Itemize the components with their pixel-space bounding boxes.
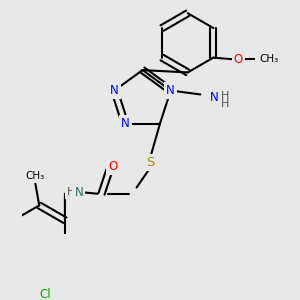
Text: N: N — [210, 91, 219, 104]
Text: N: N — [75, 186, 83, 199]
Text: CH₃: CH₃ — [26, 171, 45, 181]
Text: Cl: Cl — [40, 288, 51, 300]
Text: H: H — [221, 91, 230, 101]
Text: H: H — [67, 187, 75, 197]
Text: N: N — [166, 84, 175, 97]
Text: O: O — [109, 160, 118, 173]
Text: O: O — [234, 53, 243, 66]
Text: CH₃: CH₃ — [260, 54, 279, 64]
Text: H: H — [220, 99, 229, 109]
Text: N: N — [110, 84, 119, 97]
Text: N: N — [121, 117, 130, 130]
Text: S: S — [146, 156, 155, 169]
